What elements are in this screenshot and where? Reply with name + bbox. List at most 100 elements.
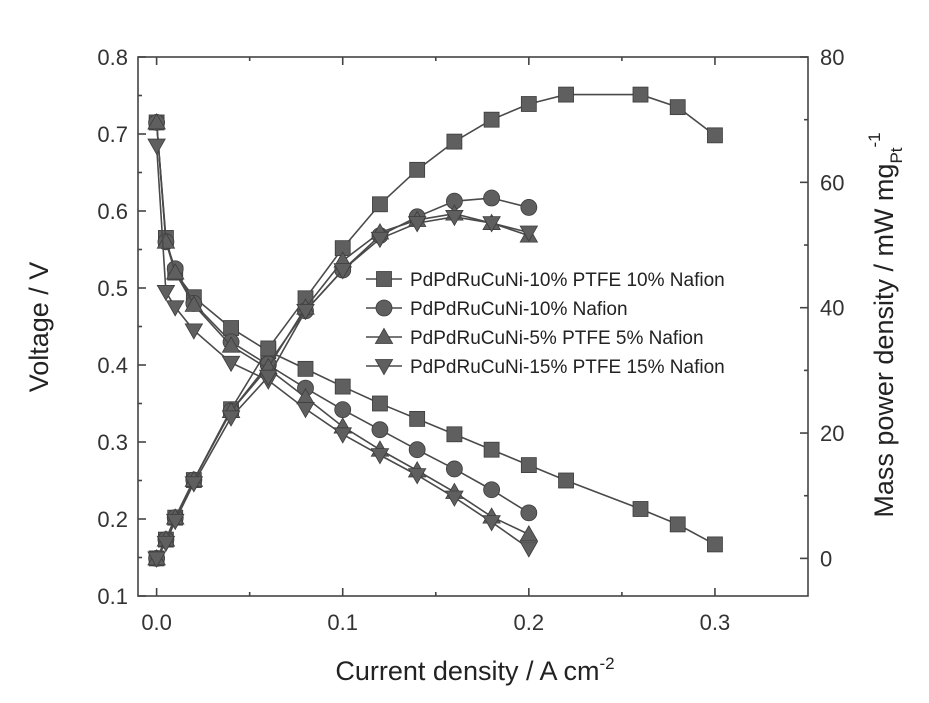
voltage-point: [156, 284, 176, 302]
voltage-point: [147, 138, 166, 155]
voltage-point: [221, 355, 241, 373]
voltage-point: [184, 323, 204, 340]
power-point: [296, 303, 315, 321]
x-tick-label: 0.0: [141, 610, 172, 635]
legend-label: PdPdRuCuNi-10% PTFE 10% Nafion: [410, 270, 725, 291]
x-axis-title-sup: -2: [599, 654, 614, 673]
legend-label: PdPdRuCuNi-5% PTFE 5% Nafion: [410, 328, 704, 349]
legend-item: PdPdRuCuNi-10% PTFE 10% Nafion: [366, 270, 725, 291]
voltage-point: [520, 457, 537, 474]
x-tick-label: 0.3: [700, 610, 731, 635]
x-axis-title-main: Current density / A cm: [335, 656, 599, 686]
voltage-point: [632, 501, 649, 517]
y-right-tick-label: 60: [820, 170, 844, 195]
power-point: [147, 551, 166, 568]
y-axis-right-title: Mass power density / mW mgPt-1: [865, 132, 906, 517]
power-point: [519, 225, 539, 242]
legend-marker: [376, 271, 392, 287]
power-point: [632, 86, 649, 103]
voltage-point: [446, 426, 463, 443]
power-point: [483, 189, 501, 207]
y-left-tick-label: 0.4: [97, 353, 128, 378]
voltage-point: [408, 441, 426, 459]
y-left-tick-label: 0.2: [97, 507, 128, 532]
voltage-point: [558, 472, 574, 489]
power-point: [184, 476, 204, 493]
power-point: [483, 111, 500, 128]
voltage-point: [483, 481, 501, 499]
y-axis-left-title: Voltage / V: [24, 262, 54, 393]
voltage-point: [297, 360, 314, 377]
legend-item: PdPdRuCuNi-15% PTFE 15% Nafion: [366, 357, 725, 378]
voltage-point: [669, 516, 686, 533]
y-right-tick-label: 80: [820, 45, 844, 70]
power-point: [407, 216, 427, 233]
axis-ticks: 0.0 0.1 0.2 0.3 0.1 0.2 0.3 0.4 0.5 0.6 0.7 0.8 0 20 4…: [97, 45, 844, 635]
voltage-point: [445, 490, 464, 507]
y-left-tick-label: 0.8: [97, 45, 128, 70]
x-axis-title: Current density / A cm-2: [335, 654, 614, 686]
legend-label: PdPdRuCuNi-15% PTFE 15% Nafion: [410, 357, 725, 378]
y-right-tick-label: 40: [820, 296, 844, 321]
y-left-tick-label: 0.7: [97, 122, 128, 147]
voltage-point: [147, 113, 166, 130]
y-left-tick-label: 0.1: [97, 584, 128, 609]
y-axis-right-title-main: Mass power density / mW mg: [869, 164, 899, 518]
y-right-tick-label: 20: [820, 421, 844, 446]
power-point: [333, 263, 353, 280]
power-point: [558, 86, 574, 103]
voltage-point: [370, 448, 390, 465]
legend-label: PdPdRuCuNi-10% Nafion: [410, 299, 628, 320]
voltage-point: [223, 320, 239, 336]
x-tick-label: 0.1: [327, 610, 358, 635]
voltage-point: [407, 468, 427, 485]
power-point: [446, 133, 463, 150]
y-right-tick-label: 0: [820, 546, 832, 571]
voltage-point: [334, 378, 351, 395]
voltage-point: [221, 336, 241, 353]
voltage-point: [334, 401, 352, 419]
power-point: [445, 209, 464, 227]
voltage-point: [156, 232, 176, 249]
voltage-point: [333, 427, 353, 444]
legend-marker: [374, 327, 394, 344]
legend-marker: [375, 299, 393, 317]
x-tick-label: 0.2: [514, 610, 545, 635]
voltage-point: [184, 295, 204, 312]
y-left-tick-label: 0.5: [97, 276, 128, 301]
legend-marker: [374, 359, 394, 376]
voltage-point: [520, 504, 538, 522]
power-point: [258, 369, 278, 387]
voltage-point: [296, 402, 315, 419]
voltage-point: [482, 515, 501, 532]
y-axis-right-title-sup: -1: [865, 132, 884, 147]
series-4: [147, 138, 539, 568]
power-point: [260, 340, 277, 357]
power-point: [482, 216, 501, 233]
voltage-point: [371, 421, 389, 439]
voltage-point: [519, 524, 539, 542]
voltage-point: [707, 536, 723, 553]
power-point: [520, 199, 538, 216]
power-point: [370, 231, 390, 249]
voltage-point: [165, 263, 185, 280]
power-point: [669, 99, 686, 116]
voltage-point: [483, 441, 500, 458]
legend-item: PdPdRuCuNi-5% PTFE 5% Nafion: [366, 327, 704, 349]
series-1: [148, 86, 723, 567]
voltage-point: [165, 300, 185, 317]
voltage-point: [409, 410, 426, 427]
series-layer: [147, 86, 723, 568]
y-axis-right-title-sub: Pt: [887, 147, 906, 163]
voltage-point: [519, 541, 539, 558]
power-point: [221, 410, 241, 427]
legend-item: PdPdRuCuNi-10% Nafion: [366, 299, 628, 320]
power-point: [165, 513, 185, 531]
power-point: [520, 96, 537, 112]
power-point: [156, 535, 176, 553]
legend: PdPdRuCuNi-10% PTFE 10% Nafion PdPdRuCuNi…: [366, 270, 725, 378]
y-left-tick-label: 0.6: [97, 199, 128, 224]
power-point: [372, 196, 388, 213]
